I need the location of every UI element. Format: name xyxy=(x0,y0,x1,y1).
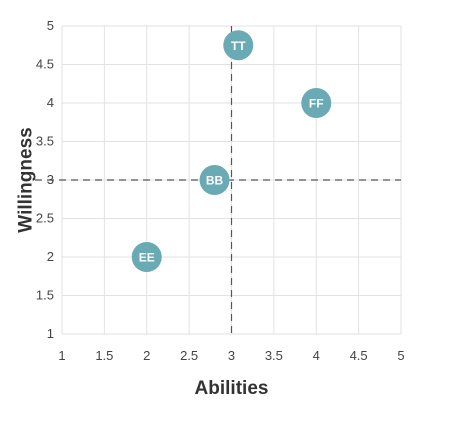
data-points: TT FF BB EE xyxy=(131,30,332,272)
data-point-bb: BB xyxy=(199,165,230,195)
x-tick-label: 3.5 xyxy=(265,348,283,363)
data-point-tt: TT xyxy=(223,30,254,61)
x-axis-title: Abilities xyxy=(195,378,269,399)
data-point-ee: EE xyxy=(131,242,162,272)
x-tick-label: 4.5 xyxy=(350,348,368,363)
x-tick-label: 2 xyxy=(143,348,150,363)
point-label: EE xyxy=(139,251,155,265)
y-tick-label: 4 xyxy=(47,95,54,110)
x-tick-label: 5 xyxy=(397,348,404,363)
y-tick-label: 5 xyxy=(47,18,54,33)
y-tick-label: 2.5 xyxy=(36,211,54,226)
x-tick-label: 2.5 xyxy=(180,348,198,363)
x-tick-label: 3 xyxy=(228,348,235,363)
y-tick-label: 4.5 xyxy=(36,57,54,72)
point-marker xyxy=(223,30,254,61)
point-marker xyxy=(301,88,332,118)
y-tick-label: 2 xyxy=(47,249,54,264)
point-label: BB xyxy=(206,174,224,188)
x-tick-label: 1.5 xyxy=(95,348,113,363)
y-tick-label: 1.5 xyxy=(36,288,54,303)
y-axis-title: Willingness xyxy=(16,127,37,232)
y-tick-label: 1 xyxy=(47,326,54,341)
point-marker xyxy=(131,242,162,272)
x-tick-label: 1 xyxy=(58,348,65,363)
tick-labels: 1 1.5 2 2.5 3 3.5 4 4.5 5 1 1.5 2 2.5 3 3.5 4 4.5 5 xyxy=(36,18,405,363)
point-marker xyxy=(199,165,230,195)
y-tick-label: 3.5 xyxy=(36,134,54,149)
y-tick-label: 3 xyxy=(47,172,54,187)
data-point-ff: FF xyxy=(301,88,332,118)
x-tick-label: 4 xyxy=(313,348,320,363)
point-label: FF xyxy=(309,97,324,111)
point-label: TT xyxy=(231,39,246,53)
